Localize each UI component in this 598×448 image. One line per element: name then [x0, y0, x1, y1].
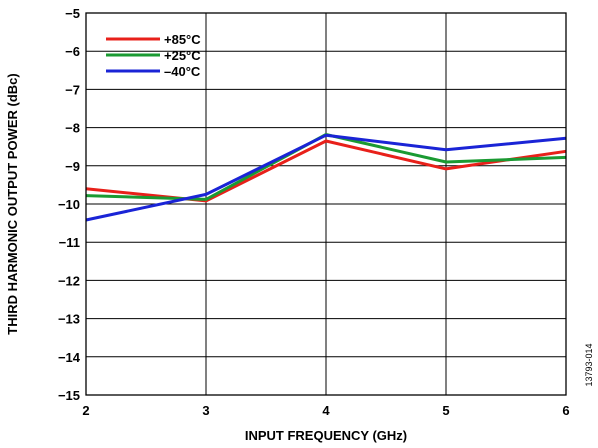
- x-tick-label: 4: [322, 403, 330, 418]
- y-tick-label: −13: [58, 312, 80, 327]
- y-tick-label: −11: [59, 235, 80, 250]
- legend: +85°C+25°C–40°C: [106, 32, 201, 79]
- figure-id: 13793-014: [584, 343, 594, 386]
- series-line: [85, 133, 567, 222]
- y-tick-label: −7: [65, 82, 80, 97]
- x-tick-label: 3: [202, 403, 209, 418]
- x-tick-label: 2: [82, 403, 89, 418]
- y-tick-label: −6: [65, 44, 80, 59]
- x-tick-label: 6: [562, 403, 569, 418]
- y-tick-label: −8: [65, 121, 80, 136]
- y-axis-label: THIRD HARMONIC OUTPUT POWER (dBc): [5, 73, 20, 334]
- legend-entry-label: +85°C: [164, 32, 201, 47]
- y-tick-label: −12: [58, 273, 80, 288]
- x-axis-label: INPUT FREQUENCY (GHz): [245, 428, 407, 443]
- series-lines: [85, 133, 567, 222]
- y-tick-label: −15: [58, 388, 80, 403]
- plot-frame: [85, 12, 567, 396]
- x-tick-labels: 2 3 4 5 6: [82, 403, 569, 418]
- y-tick-label: −14: [58, 350, 81, 365]
- grid: [86, 13, 566, 395]
- x-tick-label: 5: [442, 403, 449, 418]
- legend-entry-label: +25°C: [164, 48, 201, 63]
- legend-entry-label: –40°C: [164, 64, 201, 79]
- y-tick-label: −10: [58, 197, 80, 212]
- y-tick-label: −5: [65, 6, 80, 21]
- y-tick-label: −9: [65, 159, 80, 174]
- y-tick-labels: −5 −6 −7 −8 −9 −10 −11 −12 −13 −14 −15: [58, 6, 81, 403]
